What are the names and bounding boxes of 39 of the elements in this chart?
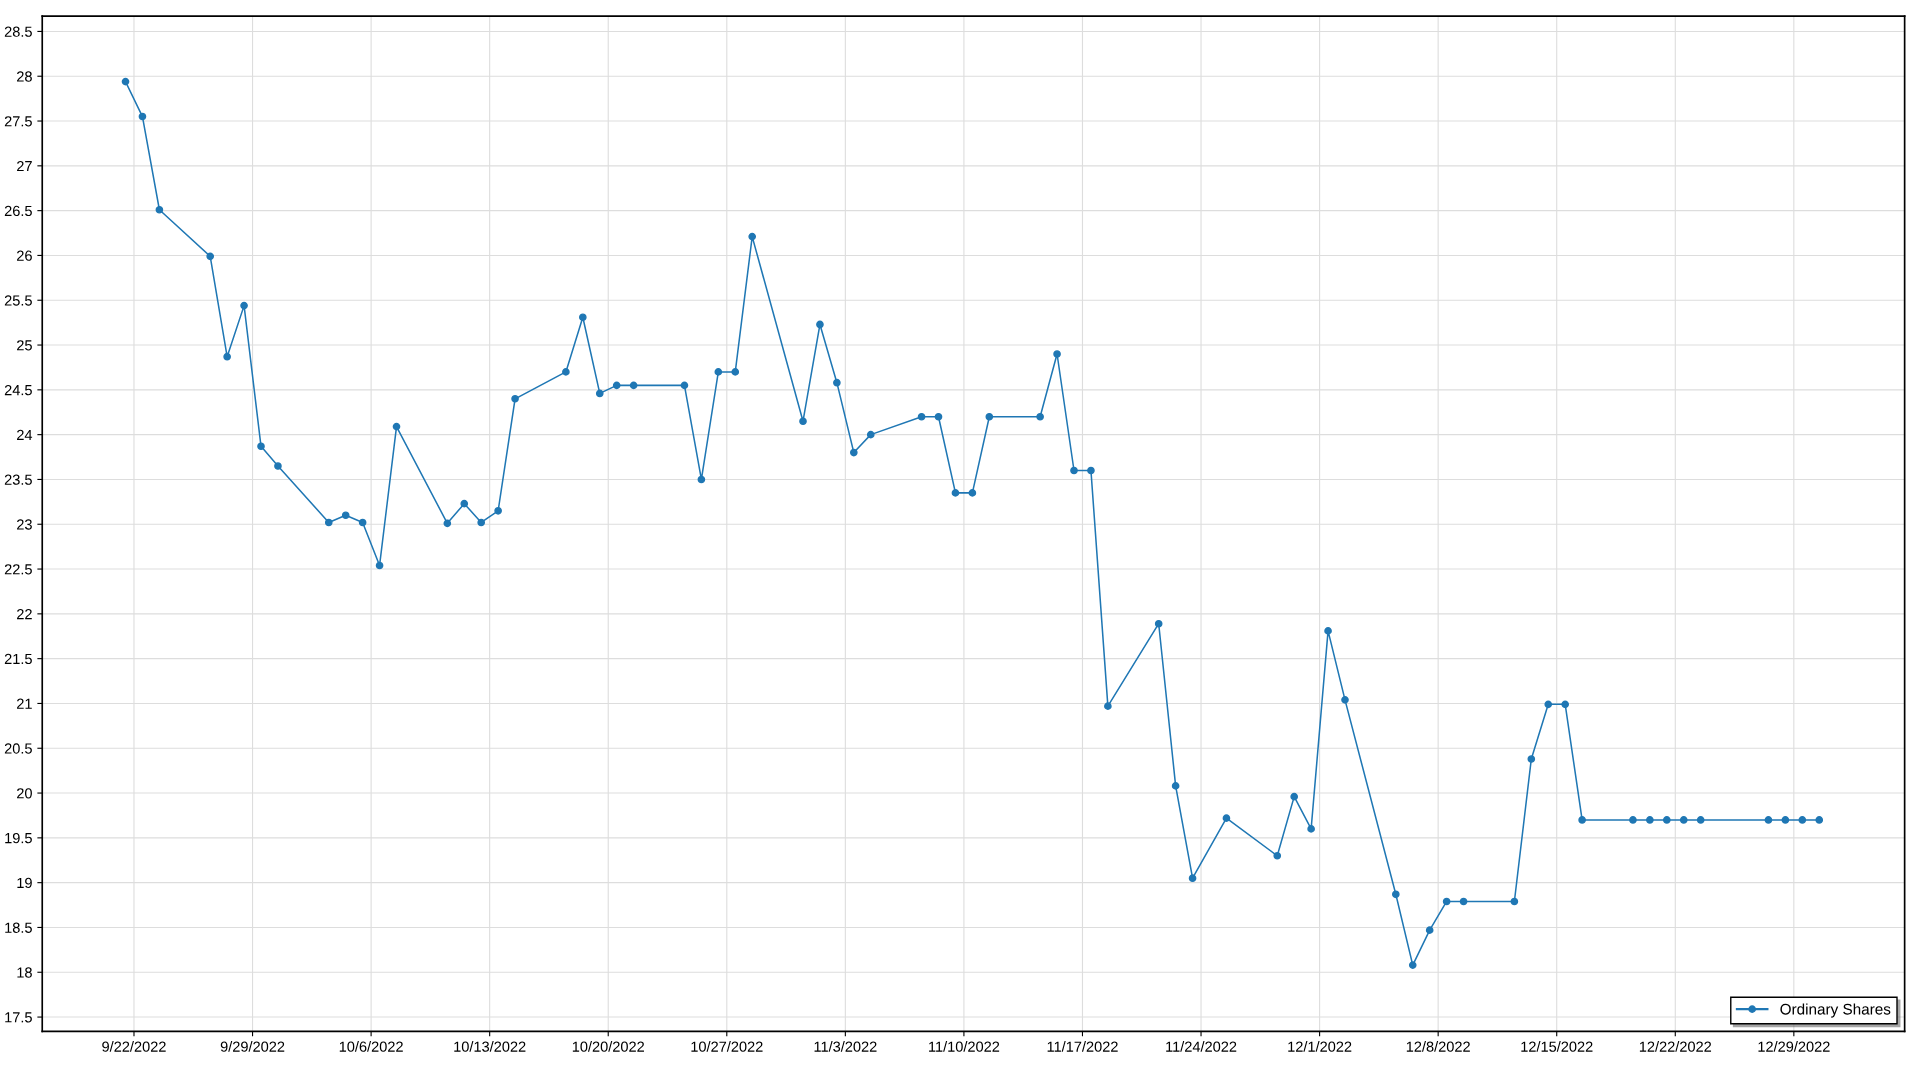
y-tick-label: 25 [17,340,32,351]
y-tick-label: 27 [17,160,32,172]
legend-label: Ordinary Shares [1780,1003,1891,1018]
y-tick-label: 20 [17,788,32,799]
x-tick-label: 10/13/2022 [454,1041,526,1052]
y-tick-label: 26 [17,250,32,261]
y-tick-label: 18.5 [5,922,32,933]
x-tick-label: 12/1/2022 [1288,1041,1352,1052]
x-tick-label: 11/24/2022 [1166,1041,1237,1052]
y-tick-label: 24 [17,429,33,440]
y-tick-label: 23 [17,519,32,530]
x-tick-label: 11/17/2022 [1047,1041,1118,1052]
x-tick-label: 12/29/2022 [1758,1041,1830,1052]
x-tick-label: 11/3/2022 [814,1041,877,1052]
y-tick-label: 21.5 [4,653,32,665]
y-tick-label: 24.5 [4,384,32,396]
y-tick-label: 21 [17,698,32,709]
y-tick-label: 22 [17,608,32,620]
x-tick-label: 10/20/2022 [572,1041,644,1052]
x-tick-label: 10/6/2022 [339,1041,403,1052]
y-tick-label: 26.5 [4,205,32,217]
y-tick-label: 19.5 [5,832,32,844]
x-tick-label: 12/22/2022 [1639,1041,1712,1052]
x-tick-label: 9/29/2022 [220,1041,285,1052]
x-tick-label: 11/10/2022 [929,1041,1000,1052]
y-tick-label: 27.5 [4,116,32,127]
x-tick-label: 9/22/2022 [102,1041,166,1052]
x-tick-label: 12/15/2022 [1521,1041,1593,1052]
y-tick-label: 20.5 [4,743,32,754]
x-tick-label: 10/27/2022 [691,1041,763,1052]
y-tick-label: 25.5 [4,295,32,306]
y-tick-label: 19 [17,877,32,889]
y-tick-label: 28.5 [4,26,32,37]
y-tick-label: 23.5 [4,474,32,485]
x-tick-label: 12/8/2022 [1406,1041,1470,1052]
y-tick-label: 18 [17,967,32,978]
y-tick-label: 22.5 [4,564,32,575]
y-tick-label: 17.5 [5,1012,32,1023]
y-tick-label: 28 [17,71,32,82]
